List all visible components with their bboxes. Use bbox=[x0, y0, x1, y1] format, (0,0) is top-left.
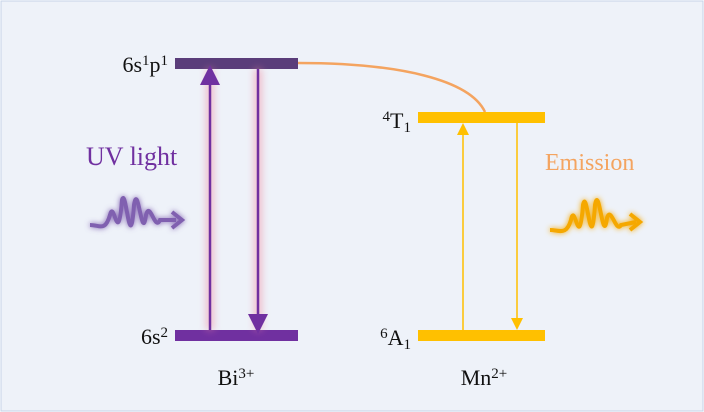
level-bar bbox=[418, 330, 545, 341]
label-sup: 2+ bbox=[491, 366, 507, 382]
label-sup: 1 bbox=[161, 53, 169, 69]
annotation: UV light bbox=[86, 142, 178, 171]
level-bar bbox=[175, 330, 298, 341]
label-text: Bi bbox=[218, 365, 239, 390]
level-bar bbox=[418, 112, 545, 123]
label-sub: 1 bbox=[404, 120, 412, 136]
label-sup: 3+ bbox=[238, 366, 254, 382]
label-text: Mn bbox=[461, 365, 492, 390]
label-sub: 1 bbox=[404, 337, 412, 353]
level-bar bbox=[175, 58, 298, 69]
label-sup: 1 bbox=[142, 53, 150, 69]
label-text: p bbox=[150, 52, 161, 77]
label-text: T bbox=[390, 108, 404, 133]
annotation: Emission bbox=[545, 150, 634, 176]
label-text: 6s bbox=[122, 52, 142, 77]
page: UV light Emission 6s1p1 6s2 4T1 6A1 Bi3+… bbox=[0, 0, 704, 412]
diagram: UV light Emission 6s1p1 6s2 4T1 6A1 Bi3+… bbox=[0, 0, 704, 412]
label-sup: 2 bbox=[161, 325, 169, 341]
label-text: 6s bbox=[141, 324, 161, 349]
label-text: A bbox=[388, 325, 404, 350]
